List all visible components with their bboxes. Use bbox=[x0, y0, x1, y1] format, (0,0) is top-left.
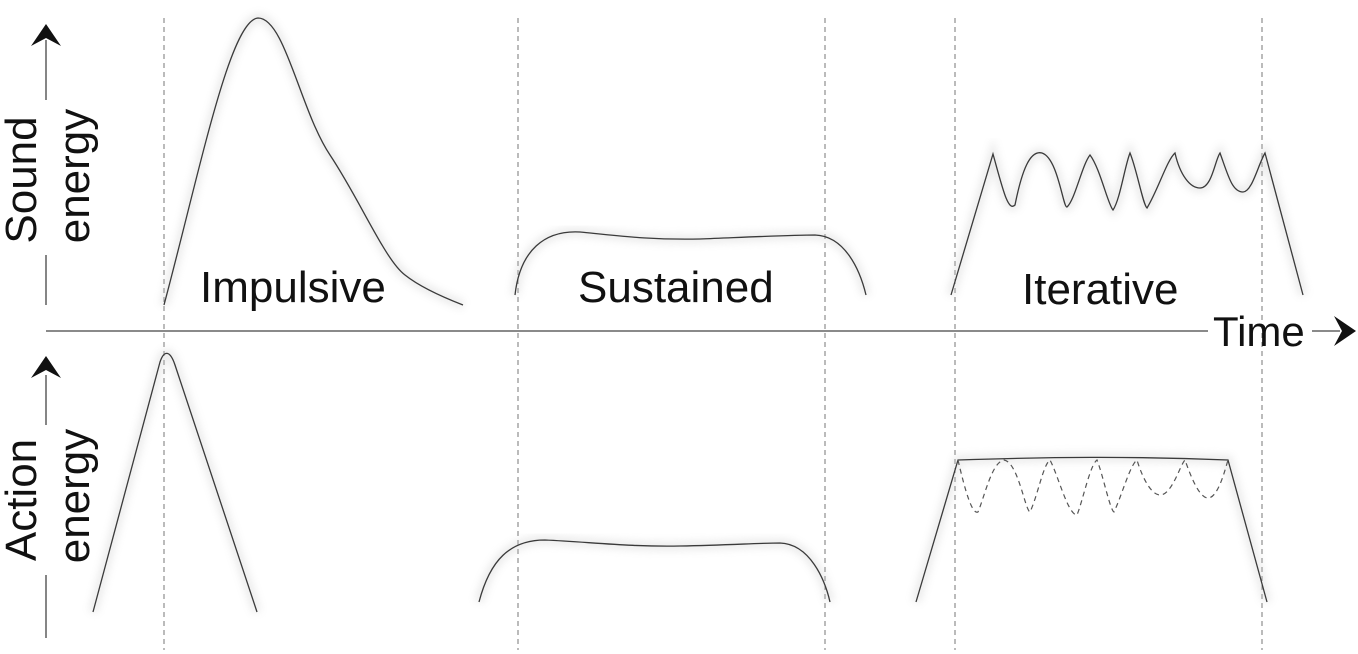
action-impulsive-curve bbox=[88, 348, 262, 614]
top-y-axis bbox=[31, 24, 61, 305]
label-sustained: Sustained bbox=[578, 263, 774, 312]
top-y-label-line2: energy bbox=[50, 109, 99, 244]
label-impulsive: Impulsive bbox=[200, 263, 386, 312]
action-iterative-pulses bbox=[957, 458, 1229, 516]
action-sustained-curve bbox=[474, 535, 835, 604]
time-axis bbox=[46, 316, 1356, 346]
label-iterative: Iterative bbox=[1022, 265, 1179, 314]
sound-sustained-curve bbox=[510, 227, 871, 297]
action-iterative-curve bbox=[911, 452, 1272, 604]
sound-iterative-curve bbox=[946, 137, 1308, 297]
top-y-arrow-icon bbox=[31, 24, 61, 46]
bottom-y-label-line2: energy bbox=[50, 429, 99, 564]
sound-impulsive-curve bbox=[159, 13, 465, 310]
bottom-y-axis bbox=[31, 356, 61, 638]
top-y-label-line1: Sound bbox=[0, 116, 46, 243]
time-arrow-icon bbox=[1334, 316, 1356, 346]
guide-lines bbox=[163, 18, 1263, 650]
bottom-y-label-line1: Action bbox=[0, 439, 46, 561]
bottom-y-arrow-icon bbox=[31, 356, 61, 378]
time-label: Time bbox=[1213, 308, 1305, 355]
